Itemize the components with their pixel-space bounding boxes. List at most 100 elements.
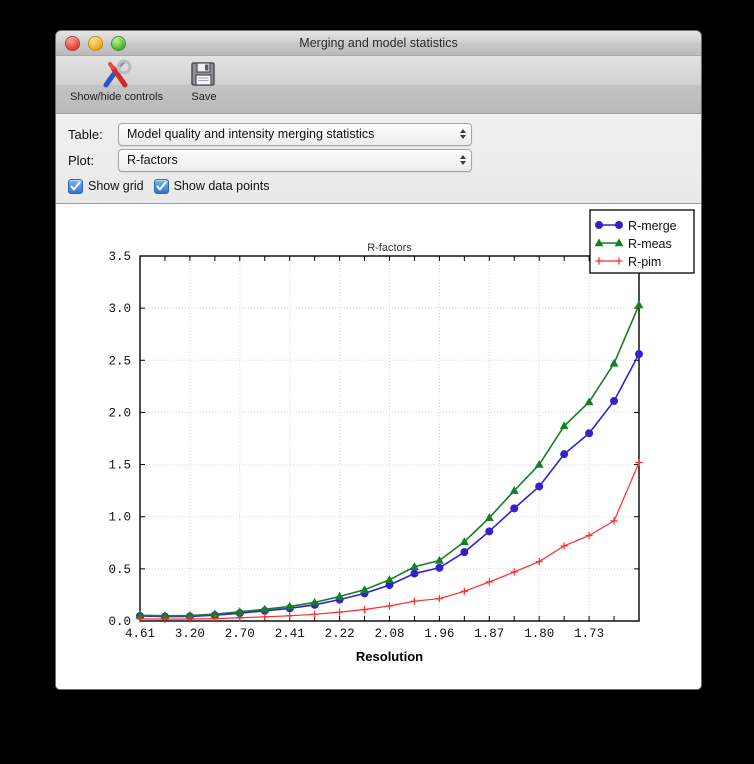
data-point bbox=[260, 604, 270, 613]
data-point bbox=[609, 358, 619, 367]
data-point bbox=[135, 610, 145, 619]
x-tick-label: 1.73 bbox=[574, 627, 604, 641]
legend-label: R-merge bbox=[628, 219, 677, 233]
x-tick-label: 1.80 bbox=[524, 627, 554, 641]
legend-label: R-pim bbox=[628, 255, 661, 269]
x-tick-label: 2.22 bbox=[325, 627, 355, 641]
y-tick-label: 1.0 bbox=[108, 511, 131, 525]
table-label: Table: bbox=[68, 126, 103, 142]
plot-frame bbox=[139, 255, 640, 622]
data-point bbox=[610, 517, 618, 525]
data-point bbox=[460, 548, 469, 557]
plot-label: Plot: bbox=[68, 152, 95, 168]
data-point bbox=[161, 615, 169, 623]
y-tick-label: 3.5 bbox=[108, 250, 131, 264]
show-hide-controls-button[interactable]: Show/hide controls bbox=[64, 56, 169, 103]
data-point bbox=[410, 597, 419, 605]
plot-row: Plot: R-factors bbox=[56, 147, 701, 173]
data-point bbox=[385, 575, 394, 584]
data-point bbox=[484, 513, 494, 521]
legend-label: R-meas bbox=[628, 237, 672, 251]
table-select-value: Model quality and intensity merging stat… bbox=[127, 127, 375, 141]
save-label: Save bbox=[191, 91, 217, 103]
data-point bbox=[459, 537, 469, 545]
data-point bbox=[460, 587, 468, 595]
show-data-points-checkbox[interactable]: Show data points bbox=[153, 178, 270, 194]
data-point bbox=[435, 563, 444, 572]
data-point bbox=[185, 610, 195, 619]
y-tick-label: 2.5 bbox=[108, 354, 131, 368]
zoom-button-icon[interactable] bbox=[111, 36, 126, 51]
minimize-button-icon[interactable] bbox=[88, 36, 103, 51]
data-point bbox=[560, 542, 568, 550]
data-point bbox=[610, 396, 619, 405]
data-point bbox=[509, 486, 519, 494]
controls-panel: Table: Model quality and intensity mergi… bbox=[56, 114, 701, 204]
data-point bbox=[510, 568, 518, 576]
data-point bbox=[634, 300, 644, 309]
x-tick-label: 3.20 bbox=[175, 627, 205, 641]
data-point bbox=[584, 397, 594, 406]
checkmark-icon bbox=[153, 178, 169, 194]
plot-select[interactable]: R-factors bbox=[118, 148, 472, 172]
data-point bbox=[585, 531, 593, 540]
data-point bbox=[485, 527, 494, 536]
data-point bbox=[210, 609, 220, 618]
checkmark-icon bbox=[68, 178, 83, 194]
data-point bbox=[635, 350, 643, 359]
window-titlebar[interactable]: Merging and model statistics bbox=[56, 31, 701, 56]
tools-icon bbox=[99, 58, 133, 90]
x-axis-label: Resolution bbox=[356, 649, 423, 664]
data-point bbox=[535, 482, 544, 491]
data-point bbox=[510, 504, 519, 513]
data-point bbox=[485, 578, 493, 586]
table-select[interactable]: Model quality and intensity merging stat… bbox=[118, 122, 472, 146]
data-point bbox=[236, 614, 244, 622]
data-point bbox=[559, 421, 569, 430]
data-point bbox=[410, 562, 419, 570]
show-grid-checkbox[interactable]: Show grid bbox=[68, 178, 144, 194]
app-window: Merging and model statistics bbox=[55, 30, 702, 690]
y-tick-label: 0.0 bbox=[108, 615, 131, 629]
table-row: Table: Model quality and intensity mergi… bbox=[56, 121, 701, 147]
data-point bbox=[136, 615, 144, 623]
data-point bbox=[435, 594, 443, 603]
x-tick-label: 1.96 bbox=[424, 627, 454, 641]
close-button-icon[interactable] bbox=[65, 36, 80, 51]
data-point bbox=[285, 601, 295, 610]
data-point bbox=[286, 612, 294, 620]
y-tick-label: 3.0 bbox=[108, 302, 131, 316]
show-data-points-label: Show data points bbox=[173, 179, 270, 193]
data-point bbox=[585, 429, 594, 438]
data-point bbox=[186, 615, 194, 623]
window-controls bbox=[65, 36, 126, 51]
data-point bbox=[160, 611, 170, 619]
y-tick-label: 0.5 bbox=[108, 563, 131, 577]
show-hide-controls-label: Show/hide controls bbox=[70, 91, 163, 103]
show-grid-label: Show grid bbox=[88, 179, 144, 193]
data-point bbox=[635, 458, 643, 467]
data-point bbox=[310, 597, 320, 606]
data-point bbox=[311, 610, 319, 618]
checkbox-row: Show grid Show data points bbox=[56, 175, 701, 197]
x-tick-label: 4.61 bbox=[125, 627, 155, 641]
x-tick-label: 2.08 bbox=[374, 627, 404, 641]
plot-select-value: R-factors bbox=[127, 153, 178, 167]
data-point bbox=[560, 450, 569, 459]
data-point bbox=[534, 459, 544, 468]
data-point bbox=[385, 581, 394, 590]
plot-panel[interactable]: R-factors 0.0 0.5 1.0 1.5 2.0 2.5 3.0 3.5 4.61 3.2… bbox=[56, 204, 701, 689]
x-tick-label: 2.70 bbox=[225, 627, 255, 641]
data-point bbox=[211, 615, 219, 623]
data-point bbox=[235, 607, 245, 616]
chart-legend: R-merge R-meas R-pim bbox=[589, 209, 695, 274]
y-tick-label: 2.0 bbox=[108, 406, 131, 420]
floppy-disk-icon bbox=[189, 58, 219, 90]
toolbar: Show/hide controls Save bbox=[56, 56, 701, 114]
y-tick-label: 1.5 bbox=[108, 459, 131, 473]
data-point bbox=[535, 557, 543, 566]
save-button[interactable]: Save bbox=[171, 56, 237, 103]
x-tick-label: 2.41 bbox=[275, 627, 305, 641]
data-point bbox=[360, 585, 369, 593]
